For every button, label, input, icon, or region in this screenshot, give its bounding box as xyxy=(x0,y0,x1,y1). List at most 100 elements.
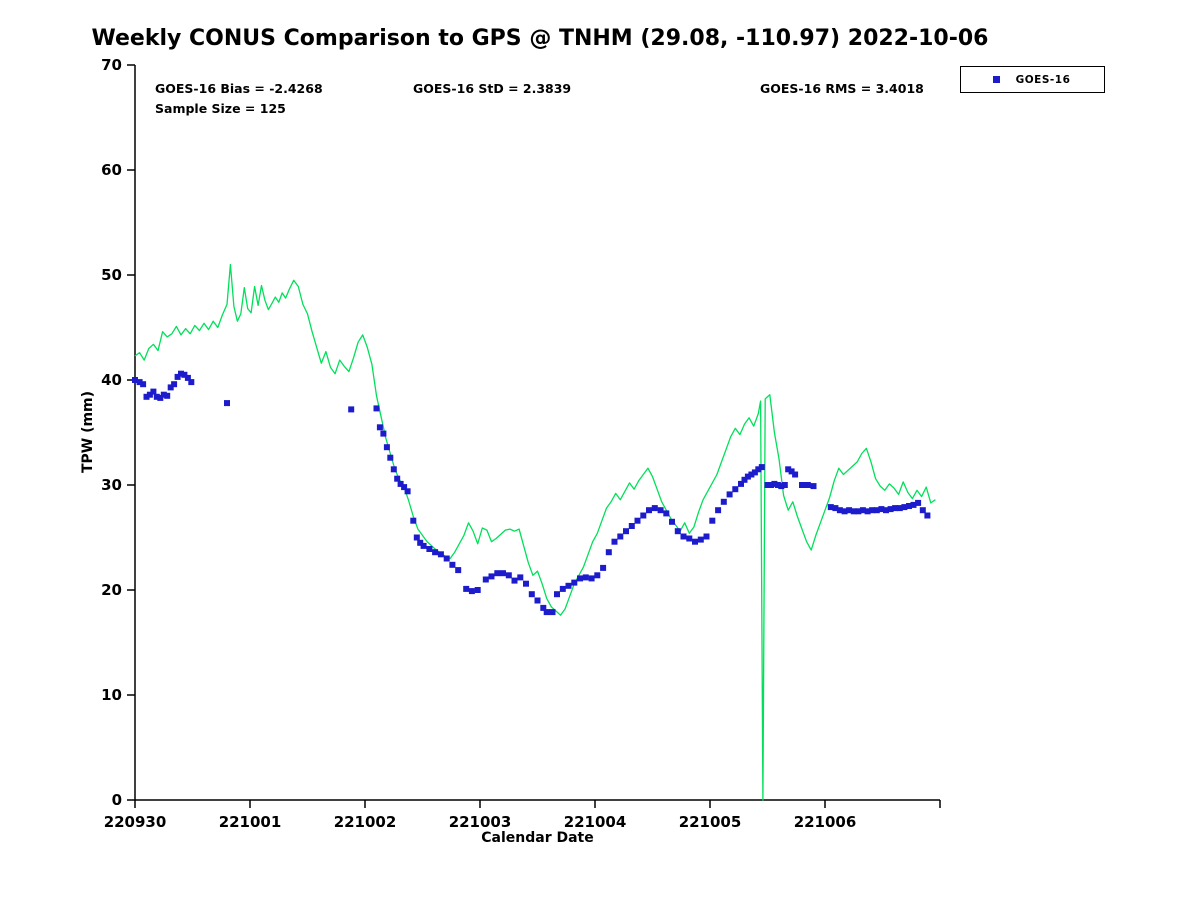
goes16-point xyxy=(892,505,899,512)
x-tick-label: 221003 xyxy=(449,813,512,831)
goes16-point xyxy=(160,391,167,398)
goes16-point xyxy=(628,523,635,529)
goes16-point xyxy=(153,393,160,400)
goes16-point xyxy=(174,373,181,380)
goes16-point xyxy=(771,480,778,487)
chart-title: Weekly CONUS Comparison to GPS @ TNHM (2… xyxy=(91,26,989,51)
y-tick-label: 70 xyxy=(101,56,122,74)
y-tick-label: 10 xyxy=(101,686,122,704)
goes16-point xyxy=(764,482,771,488)
y-tick-label: 60 xyxy=(101,161,122,179)
y-tick-label: 40 xyxy=(101,371,122,389)
goes16-legend-marker-icon xyxy=(993,76,1000,83)
goes16-point xyxy=(841,508,848,515)
goes16-point xyxy=(915,499,922,506)
goes16-point xyxy=(437,551,444,558)
goes16-point xyxy=(715,507,722,514)
goes16-point xyxy=(726,491,733,498)
goes16-point xyxy=(157,394,164,401)
goes16-point xyxy=(150,388,157,395)
goes16-point xyxy=(449,561,456,568)
goes16-point xyxy=(623,528,629,535)
goes16-point xyxy=(832,505,839,512)
goes16-point xyxy=(146,391,153,398)
goes16-point xyxy=(577,575,583,582)
goes16-point xyxy=(744,473,751,480)
x-tick-label: 220930 xyxy=(104,813,167,831)
goes16-point xyxy=(799,482,805,488)
goes16-point xyxy=(651,505,658,512)
legend-label: GOES-16 xyxy=(1015,73,1071,86)
goes16-point xyxy=(883,507,889,514)
goes16-point xyxy=(755,466,762,473)
goes16-point xyxy=(674,528,681,535)
goes16-point xyxy=(582,574,589,581)
goes16-point xyxy=(751,469,758,476)
y-tick-label: 50 xyxy=(101,266,122,284)
goes16-point xyxy=(505,572,512,579)
stat-sample-size: Sample Size = 125 xyxy=(155,101,286,116)
goes16-point xyxy=(554,591,560,598)
goes16-point xyxy=(686,535,693,542)
goes16-point xyxy=(132,377,138,383)
goes16-point xyxy=(482,576,489,583)
goes16-point xyxy=(919,507,926,514)
goes16-point xyxy=(181,371,188,378)
x-tick-label: 221002 xyxy=(334,813,397,831)
goes16-point xyxy=(417,539,424,546)
goes16-point xyxy=(924,512,931,519)
goes16-point xyxy=(720,498,727,505)
goes16-point xyxy=(804,482,811,488)
goes16-point xyxy=(810,483,817,490)
goes16-point xyxy=(600,564,607,571)
goes16-point xyxy=(836,507,843,514)
goes16-point xyxy=(136,379,143,386)
goes16-point xyxy=(617,533,624,540)
goes16-point xyxy=(511,577,518,584)
goes16-point xyxy=(906,503,912,509)
goes16-point xyxy=(380,430,387,437)
goes16-point xyxy=(634,517,641,524)
goes16-point xyxy=(164,392,171,399)
goes16-point xyxy=(517,574,524,581)
goes16-point xyxy=(768,482,774,488)
goes16-point xyxy=(571,579,578,586)
goes16-point xyxy=(669,518,675,525)
goes16-point xyxy=(387,454,394,461)
goes16-point xyxy=(878,506,885,513)
goes16-point xyxy=(373,405,380,412)
goes16-point xyxy=(605,549,612,556)
goes16-point xyxy=(859,507,866,514)
goes16-point xyxy=(559,585,566,592)
goes16-point xyxy=(646,507,652,514)
goes16-point xyxy=(788,468,795,475)
goes16-point xyxy=(468,588,475,595)
goes16-point xyxy=(410,517,417,524)
goes16-point xyxy=(778,483,785,490)
axis-lines xyxy=(134,65,940,801)
goes16-point xyxy=(594,572,601,579)
y-tick-label: 0 xyxy=(112,791,122,809)
gps-line xyxy=(134,263,936,801)
goes16-point xyxy=(792,471,799,478)
goes16-point xyxy=(703,533,710,540)
goes16-point xyxy=(781,482,788,488)
goes16-point xyxy=(827,504,834,511)
goes16-point xyxy=(474,587,481,593)
goes16-point xyxy=(494,570,501,577)
goes16-point xyxy=(741,476,748,483)
y-tick-label: 30 xyxy=(101,476,122,494)
goes16-point xyxy=(500,570,506,577)
goes16-point xyxy=(178,370,184,377)
goes16-point xyxy=(528,591,535,598)
goes16-point xyxy=(455,567,462,574)
goes16-point xyxy=(640,512,647,519)
goes16-point xyxy=(432,549,439,556)
goes16-point xyxy=(663,510,670,517)
y-tick-label: 20 xyxy=(101,581,122,599)
goes16-point xyxy=(463,585,470,592)
legend: GOES-16 xyxy=(960,66,1105,93)
goes16-point xyxy=(401,484,408,491)
